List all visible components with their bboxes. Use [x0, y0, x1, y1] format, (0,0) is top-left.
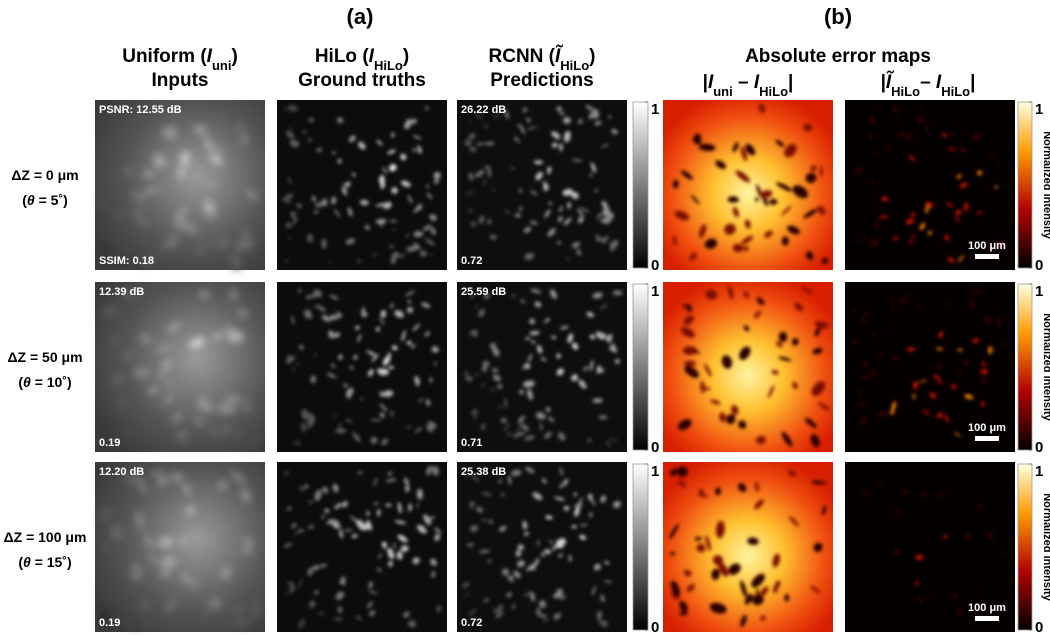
image-rcnn: [457, 100, 627, 270]
scale-bar-label: 100 μm: [968, 422, 1006, 434]
text-part: = 5˚): [35, 192, 68, 208]
scale-bar: [975, 616, 999, 621]
ssim-label: 0.71: [461, 437, 482, 449]
scale-bar-label: 100 μm: [968, 602, 1006, 614]
text-part: –: [920, 72, 936, 93]
column-title: Absolute error maps: [745, 46, 931, 67]
row-label: (θ = 5˚): [22, 192, 68, 208]
column-caption: Ground truths: [298, 70, 426, 91]
column-title: RCNN (ĨHiLo): [489, 45, 596, 73]
colorbar-label: Normalized intensity: [1041, 493, 1050, 601]
row-label: (θ = 15˚): [18, 554, 71, 570]
column-headers: Uniform (Iuni)Inputs HiLo (IHiLo)Ground t…: [122, 45, 975, 99]
text-part: = 15˚): [31, 554, 72, 570]
colorbar-tick-label: 0: [1035, 439, 1043, 456]
colorbar-tick-label: 0: [651, 619, 659, 635]
column-title: HiLo (IHiLo): [315, 46, 409, 73]
ssim-label: 0.19: [99, 617, 120, 629]
column-caption: |ĨHiLo– IHiLo|: [881, 71, 976, 99]
row: ΔZ = 0 μm (θ = 5˚) PSNR: 12.55 dB SSIM: 0.1…: [11, 100, 1050, 274]
text-part: HiLo: [941, 84, 970, 99]
row: ΔZ = 50 μm (θ = 10˚) 12.39 dB 0.19 25.59 dB 0…: [7, 282, 1050, 456]
psnr-label: 12.39 dB: [99, 286, 144, 298]
colorbar-tick-label: 1: [651, 283, 659, 300]
text-part: –: [733, 72, 754, 93]
psnr-label: 25.38 dB: [461, 466, 506, 478]
colorbar: [633, 102, 648, 268]
colorbar-tick-label: 1: [651, 463, 659, 480]
colorbar-label: Normalized intensity: [1041, 131, 1050, 239]
row-label: ΔZ = 0 μm: [11, 167, 78, 183]
colorbar: [1018, 284, 1032, 450]
text-part: RCNN (: [489, 46, 556, 67]
row-label: ΔZ = 100 μm: [4, 529, 87, 545]
text-part: = 10˚): [31, 374, 72, 390]
column-title: Uniform (Iuni): [122, 46, 238, 73]
image-error-input: [663, 462, 833, 632]
psnr-label: 12.20 dB: [99, 466, 144, 478]
text-part: |: [788, 72, 793, 93]
colorbar: [633, 284, 648, 450]
row-label: (θ = 10˚): [18, 374, 71, 390]
column-caption: Inputs: [152, 70, 209, 91]
ssim-label: 0.72: [461, 617, 482, 629]
colorbar: [1018, 464, 1032, 630]
image-hilo: [277, 100, 447, 270]
ssim-label: SSIM: 0.18: [99, 255, 154, 267]
scale-bar-label: 100 μm: [968, 240, 1006, 252]
text-part: θ: [23, 374, 31, 390]
panel-label: (a): [347, 4, 374, 29]
image-uniform: [95, 282, 265, 452]
texture-blob: [925, 412, 929, 415]
scale-bar: [975, 436, 999, 441]
text-part: uni: [713, 84, 733, 99]
psnr-label: PSNR: 12.55 dB: [99, 104, 182, 116]
row: ΔZ = 100 μm (θ = 15˚) 12.20 dB 0.19 25.38 dB…: [4, 462, 1050, 635]
column-caption: Predictions: [490, 70, 593, 91]
colorbar: [633, 464, 648, 630]
colorbar-tick-label: 0: [651, 439, 659, 456]
colorbar-tick-label: 1: [1035, 283, 1043, 300]
psnr-label: 25.59 dB: [461, 286, 506, 298]
text-part: HiLo: [891, 84, 920, 99]
text-part: HiLo: [759, 84, 788, 99]
text-part: Uniform (: [122, 46, 207, 67]
psnr-label: 26.22 dB: [461, 104, 506, 116]
texture-blob: [857, 240, 861, 242]
text-part: HiLo (: [315, 46, 369, 67]
text-part: |: [970, 72, 975, 93]
texture-blob: [784, 594, 789, 602]
text-part: ): [589, 46, 595, 67]
ssim-label: 0.19: [99, 437, 120, 449]
colorbar-label: Normalized intensity: [1041, 313, 1050, 421]
text-part: ): [403, 46, 409, 67]
ssim-label: 0.72: [461, 255, 482, 267]
panel-label: (b): [824, 4, 852, 29]
image-hilo: [277, 462, 447, 632]
colorbar-tick-label: 0: [1035, 619, 1043, 635]
text-part: ): [231, 46, 237, 67]
text-part: θ: [23, 554, 31, 570]
colorbar-tick-label: 1: [1035, 101, 1043, 118]
column-caption: |Iuni – IHiLo|: [703, 72, 794, 99]
colorbar-tick-label: 1: [1035, 463, 1043, 480]
texture-blob: [679, 612, 688, 616]
colorbar: [1018, 102, 1032, 268]
colorbar-tick-label: 1: [651, 101, 659, 118]
scale-bar: [975, 254, 999, 259]
text-part: θ: [27, 192, 35, 208]
text-part: uni: [212, 58, 232, 73]
row-label: ΔZ = 50 μm: [7, 349, 82, 365]
texture-blob: [321, 238, 326, 249]
colorbar-tick-label: 0: [1035, 257, 1043, 274]
colorbar-tick-label: 0: [651, 257, 659, 274]
figure: (a) (b) Uniform (Iuni)Inputs HiLo (IHiLo)…: [0, 0, 1050, 635]
rows: ΔZ = 0 μm (θ = 5˚) PSNR: 12.55 dB SSIM: 0.1…: [4, 100, 1050, 635]
